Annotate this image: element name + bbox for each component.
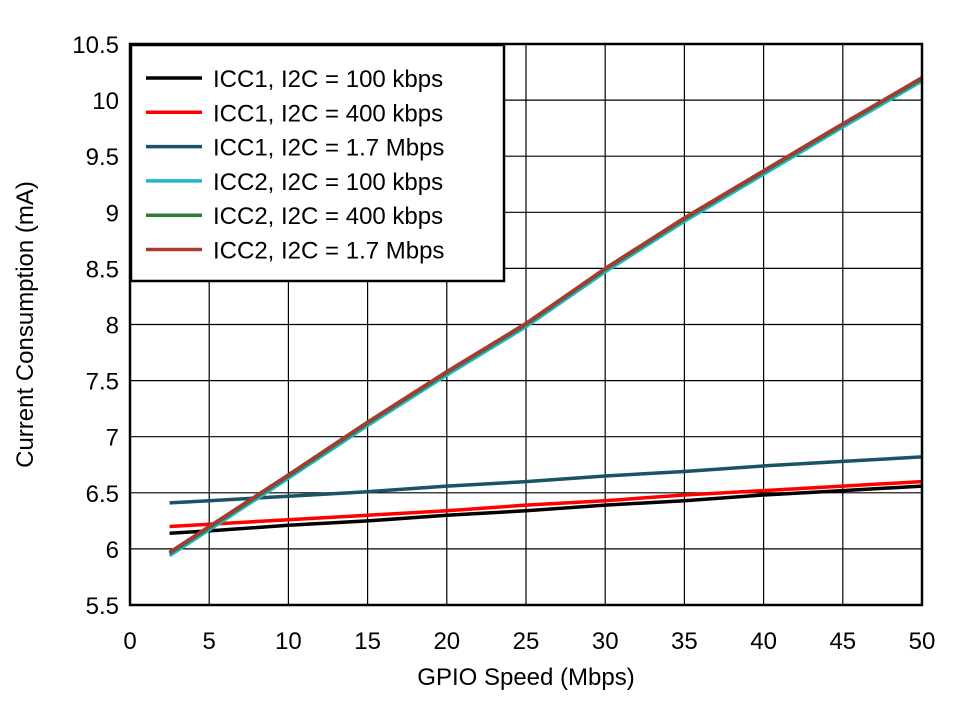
series-line-1 [169, 484, 923, 535]
y-tick-label: 7.5 [86, 369, 119, 396]
y-tick-label: 10 [92, 88, 119, 115]
x-tick-label: 50 [909, 628, 936, 655]
y-tick-label: 6 [106, 537, 119, 564]
series-line-6 [168, 76, 923, 554]
x-tick-label: 5 [203, 628, 216, 655]
legend-label: ICC2, I2C = 100 kbps [213, 169, 443, 196]
x-tick-label: 10 [275, 628, 302, 655]
legend: ICC1, I2C = 100 kbps ICC1, I2C = 400 kbps… [129, 43, 506, 283]
y-tick-label: 9 [106, 200, 119, 227]
series-line-3 [169, 455, 923, 505]
y-tick-label: 5.5 [86, 593, 119, 620]
x-tick-label: 0 [123, 628, 136, 655]
series-line-2 [169, 479, 923, 529]
y-tick-label: 10.5 [72, 32, 119, 59]
y-tick-label: 9.5 [86, 144, 119, 171]
x-axis-title: GPIO Speed (Mbps) [417, 664, 634, 691]
x-tick-label: 45 [829, 628, 856, 655]
y-tick-label: 6.5 [86, 481, 119, 508]
x-tick-label: 25 [513, 628, 540, 655]
x-tick-labels: 0 5 10 15 20 25 30 35 40 45 50 [123, 628, 935, 655]
legend-label: ICC1, I2C = 1.7 Mbps [213, 135, 444, 162]
legend-box [129, 43, 506, 283]
y-tick-labels: 5.5 6 6.5 7 7.5 8 8.5 9 9.5 10 10.5 [72, 32, 119, 620]
legend-label: ICC2, I2C = 1.7 Mbps [213, 238, 444, 265]
y-tick-label: 8.5 [86, 256, 119, 283]
x-tick-label: 30 [592, 628, 619, 655]
legend-label: ICC1, I2C = 400 kbps [213, 100, 443, 127]
y-tick-label: 7 [106, 425, 119, 452]
x-tick-label: 40 [750, 628, 777, 655]
legend-label: ICC2, I2C = 400 kbps [213, 203, 443, 230]
y-axis-title: Current Consumption (mA) [12, 181, 39, 468]
x-tick-label: 35 [671, 628, 698, 655]
y-tick-label: 8 [106, 313, 119, 340]
series-line-4 [168, 79, 923, 558]
x-tick-label: 15 [354, 628, 381, 655]
legend-label: ICC1, I2C = 100 kbps [213, 66, 443, 93]
x-tick-label: 20 [433, 628, 460, 655]
series-lines [168, 76, 923, 558]
plot-frame [128, 42, 924, 607]
